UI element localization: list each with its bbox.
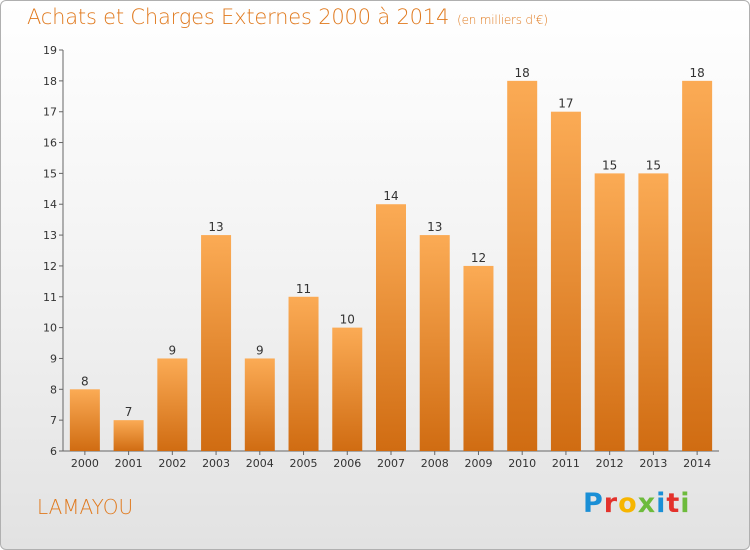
bar bbox=[594, 173, 625, 451]
y-tick-label: 6 bbox=[50, 445, 57, 458]
data-label: 12 bbox=[471, 251, 486, 265]
bar bbox=[113, 420, 144, 451]
proxiti-logo[interactable]: Proxiti bbox=[583, 488, 691, 519]
y-tick-label: 8 bbox=[50, 383, 57, 396]
y-tick-label: 17 bbox=[43, 106, 57, 119]
chart-subtitle: (en milliers d'€) bbox=[457, 13, 548, 27]
bar bbox=[376, 204, 406, 451]
y-tick-label: 16 bbox=[43, 137, 57, 150]
data-label: 9 bbox=[256, 343, 264, 357]
data-label: 10 bbox=[340, 313, 355, 327]
chart-data-labels: 8 7 9 13 9 11 10 14 13 12 18 17 15 15 18 bbox=[81, 66, 705, 419]
x-tick-label: 2003 bbox=[202, 457, 230, 470]
logo-letter: i bbox=[680, 488, 691, 519]
bar bbox=[288, 296, 319, 451]
x-tick-label: 2001 bbox=[115, 457, 143, 470]
bar bbox=[419, 235, 450, 451]
data-label: 18 bbox=[689, 66, 704, 80]
data-label: 15 bbox=[646, 158, 661, 172]
chart-bars bbox=[69, 80, 713, 451]
data-label: 9 bbox=[169, 343, 177, 357]
bar bbox=[69, 389, 100, 451]
bar bbox=[463, 265, 494, 451]
bar bbox=[201, 235, 232, 451]
x-tick-label: 2010 bbox=[508, 457, 536, 470]
data-label: 18 bbox=[515, 66, 530, 80]
place-name: LAMAYOU bbox=[37, 495, 134, 519]
data-label: 11 bbox=[296, 282, 311, 296]
logo-letter: t bbox=[666, 488, 681, 519]
x-tick-label: 2005 bbox=[290, 457, 318, 470]
logo-letter: P bbox=[583, 488, 604, 519]
x-tick-label: 2000 bbox=[71, 457, 99, 470]
data-label: 15 bbox=[602, 158, 617, 172]
y-tick-label: 15 bbox=[43, 167, 57, 180]
x-tick-label: 2009 bbox=[464, 457, 492, 470]
x-tick-label: 2013 bbox=[639, 457, 667, 470]
chart-title: Achats et Charges Externes 2000 à 2014 (e… bbox=[27, 5, 548, 29]
y-tick-label: 7 bbox=[50, 414, 57, 427]
y-tick-label: 12 bbox=[43, 260, 57, 273]
y-tick-label: 18 bbox=[43, 75, 57, 88]
logo-letter: r bbox=[603, 488, 619, 519]
data-label: 13 bbox=[208, 220, 223, 234]
x-tick-label: 2002 bbox=[158, 457, 186, 470]
bar bbox=[157, 358, 188, 451]
y-tick-label: 11 bbox=[43, 291, 57, 304]
y-tick-label: 9 bbox=[50, 352, 57, 365]
chart-axes: 6 7 8 9 10 11 12 13 14 15 16 17 18 19 2000 2001 2002 2003… bbox=[43, 44, 719, 470]
y-tick-label: 14 bbox=[43, 198, 57, 211]
x-tick-label: 2004 bbox=[246, 457, 274, 470]
x-tick-label: 2012 bbox=[596, 457, 624, 470]
bar bbox=[332, 327, 363, 451]
y-tick-label: 10 bbox=[43, 322, 57, 335]
x-tick-label: 2008 bbox=[421, 457, 449, 470]
bar bbox=[550, 111, 581, 451]
bar bbox=[244, 358, 275, 451]
y-tick-label: 13 bbox=[43, 229, 57, 242]
x-tick-label: 2006 bbox=[333, 457, 361, 470]
y-tick-label: 19 bbox=[43, 44, 57, 57]
logo-letter: x bbox=[637, 488, 657, 519]
data-label: 17 bbox=[558, 97, 573, 111]
x-tick-label: 2011 bbox=[552, 457, 580, 470]
bar bbox=[682, 80, 713, 451]
data-label: 8 bbox=[81, 374, 89, 388]
bar bbox=[638, 173, 669, 451]
bar bbox=[507, 80, 538, 451]
x-tick-label: 2014 bbox=[683, 457, 711, 470]
data-label: 14 bbox=[383, 189, 398, 203]
data-label: 13 bbox=[427, 220, 442, 234]
x-tick-label: 2007 bbox=[377, 457, 405, 470]
logo-letter: i bbox=[656, 488, 667, 519]
data-label: 7 bbox=[125, 405, 133, 419]
logo-letter: o bbox=[618, 488, 638, 519]
